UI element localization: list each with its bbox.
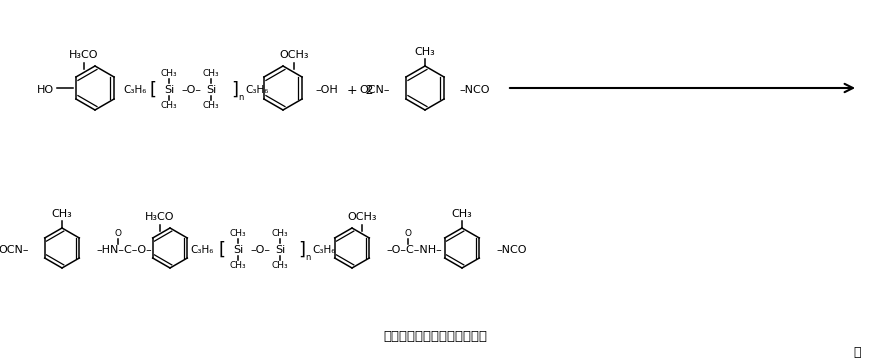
Text: CH₃: CH₃	[161, 69, 177, 78]
Text: –NCO: –NCO	[459, 85, 490, 95]
Text: ]: ]	[298, 241, 305, 259]
Text: OCH₃: OCH₃	[279, 50, 308, 60]
Text: +  2: + 2	[347, 84, 373, 97]
Text: O: O	[404, 229, 411, 238]
Text: Si: Si	[233, 245, 242, 255]
Text: CH₃: CH₃	[202, 102, 219, 111]
Text: Si: Si	[206, 85, 216, 95]
Text: –OH: –OH	[315, 85, 338, 95]
Text: OCN–: OCN–	[0, 245, 30, 255]
Text: n: n	[238, 93, 243, 103]
Text: C₃H₆: C₃H₆	[312, 245, 335, 255]
Text: [: [	[218, 241, 225, 259]
Text: CH₃: CH₃	[271, 228, 288, 238]
Text: C₃H₆: C₃H₆	[245, 85, 269, 95]
Text: CH₃: CH₃	[161, 102, 177, 111]
Text: CH₃: CH₃	[271, 261, 288, 270]
Text: CH₃: CH₃	[229, 261, 246, 270]
Text: –HN–C–O–: –HN–C–O–	[96, 245, 151, 255]
Text: CH₃: CH₃	[202, 69, 219, 78]
Text: –O–C–NH–: –O–C–NH–	[386, 245, 441, 255]
Text: 端异氰酸酯基聚二甲基硅氧烷: 端异氰酸酯基聚二甲基硅氧烷	[382, 330, 487, 342]
Text: H₃CO: H₃CO	[70, 50, 99, 60]
Text: n: n	[305, 253, 310, 262]
Text: 。: 。	[852, 345, 859, 359]
Text: Si: Si	[163, 85, 174, 95]
Text: Si: Si	[275, 245, 285, 255]
Text: CH₃: CH₃	[451, 209, 472, 219]
Text: C₃H₆: C₃H₆	[190, 245, 214, 255]
Text: CH₃: CH₃	[415, 47, 434, 57]
Text: –NCO: –NCO	[496, 245, 527, 255]
Text: O: O	[115, 229, 122, 238]
Text: –O–: –O–	[249, 245, 269, 255]
Text: [: [	[149, 81, 156, 99]
Text: H₃CO: H₃CO	[145, 211, 175, 222]
Text: OCN–: OCN–	[360, 85, 390, 95]
Text: HO: HO	[36, 85, 54, 95]
Text: –O–: –O–	[181, 85, 201, 95]
Text: CH₃: CH₃	[229, 228, 246, 238]
Text: CH₃: CH₃	[51, 209, 72, 219]
Text: ]: ]	[231, 81, 238, 99]
Text: C₃H₆: C₃H₆	[123, 85, 147, 95]
Text: OCH₃: OCH₃	[347, 211, 376, 222]
